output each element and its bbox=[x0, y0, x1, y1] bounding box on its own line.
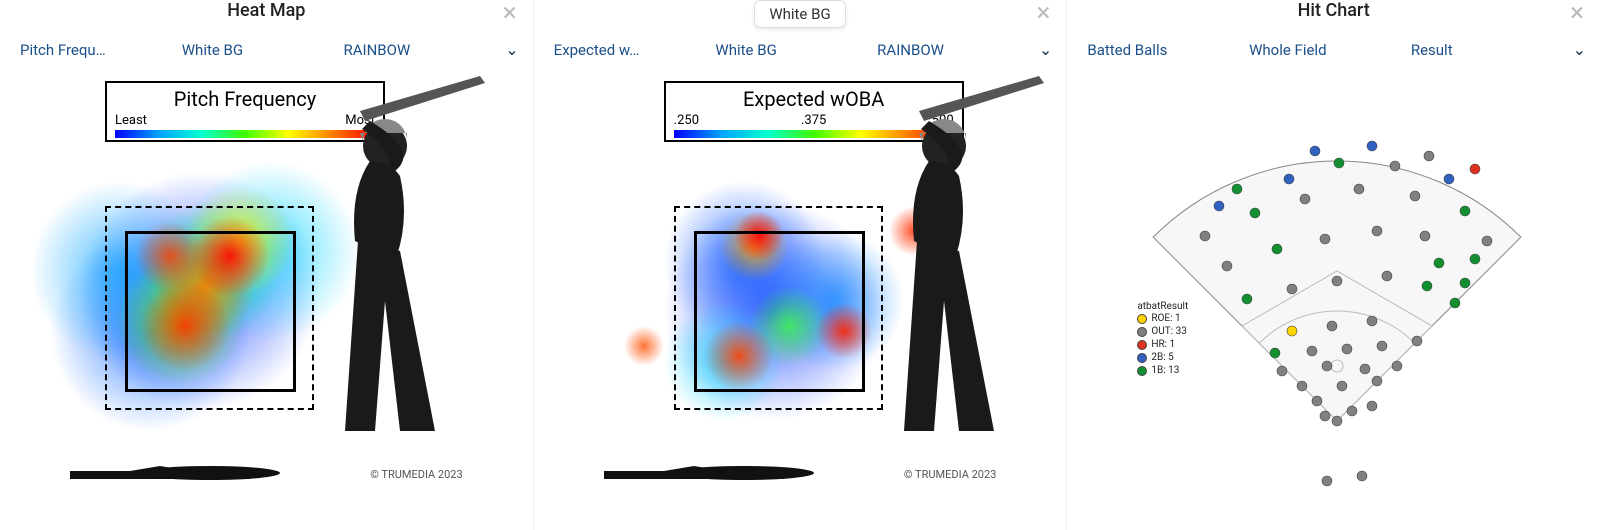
tabs: Expected w… White BG RAINBOW ⌄ bbox=[544, 32, 1057, 71]
bg-pill[interactable]: White BG bbox=[754, 0, 845, 28]
copyright: © TRUMEDIA 2023 bbox=[370, 468, 462, 481]
chevron-down-icon[interactable]: ⌄ bbox=[1033, 40, 1052, 59]
heatmap-chart: Expected wOBA .250 .375 .500 © TRUMEDIA … bbox=[544, 71, 1057, 511]
chevron-down-icon[interactable]: ⌄ bbox=[1567, 40, 1586, 59]
batter-silhouette bbox=[544, 71, 1044, 511]
spray-chart: atbatResultROE: 1OUT: 33HR: 12B: 51B: 13 bbox=[1077, 71, 1590, 511]
heatmap-chart: Pitch Frequency Least Most © TRUMEDIA 20… bbox=[10, 71, 523, 511]
tabs: Pitch Frequ… White BG RAINBOW ⌄ bbox=[10, 32, 523, 71]
panel-title: Hit Chart bbox=[1298, 0, 1370, 21]
result-legend: atbatResultROE: 1OUT: 33HR: 12B: 51B: 13 bbox=[1137, 301, 1188, 377]
tab-bg[interactable]: White BG bbox=[176, 41, 338, 59]
panel-heatmap-xwoba: White BG × Expected w… White BG RAINBOW … bbox=[534, 0, 1068, 530]
close-icon[interactable]: × bbox=[1570, 0, 1584, 26]
tab-palette[interactable]: RAINBOW bbox=[871, 41, 1033, 59]
tabs: Batted Balls Whole Field Result ⌄ bbox=[1077, 32, 1590, 71]
copyright: © TRUMEDIA 2023 bbox=[904, 468, 996, 481]
tab-metric[interactable]: Batted Balls bbox=[1081, 41, 1243, 59]
panel-hit-chart: Hit Chart × Batted Balls Whole Field Res… bbox=[1067, 0, 1600, 530]
tab-scope[interactable]: Whole Field bbox=[1243, 41, 1405, 59]
tab-palette[interactable]: RAINBOW bbox=[338, 41, 500, 59]
batter-silhouette bbox=[10, 71, 510, 511]
tab-metric[interactable]: Pitch Frequ… bbox=[14, 41, 176, 59]
panel-title: Heat Map bbox=[227, 0, 305, 21]
tab-metric[interactable]: Expected w… bbox=[548, 41, 710, 59]
close-icon[interactable]: × bbox=[1036, 0, 1050, 26]
panel-heatmap-pitch: Heat Map × Pitch Frequ… White BG RAINBOW… bbox=[0, 0, 534, 530]
close-icon[interactable]: × bbox=[503, 0, 517, 26]
tab-color[interactable]: Result bbox=[1405, 41, 1567, 59]
tab-bg[interactable]: White BG bbox=[709, 41, 871, 59]
chevron-down-icon[interactable]: ⌄ bbox=[499, 40, 518, 59]
